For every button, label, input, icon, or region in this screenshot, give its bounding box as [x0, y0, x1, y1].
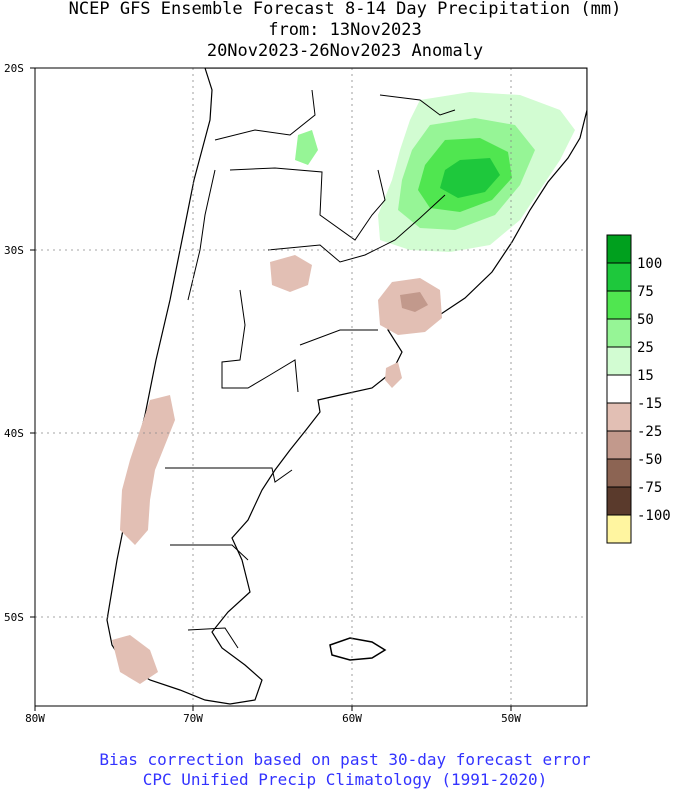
legend-label: -50 — [637, 452, 662, 468]
grid-lines — [35, 68, 587, 706]
dry-anomaly-chile-south — [120, 395, 175, 545]
lat-label-40s: 40S — [4, 427, 24, 440]
lon-label-80w: 80W — [25, 712, 45, 725]
map-title-line-1: NCEP GFS Ensemble Forecast 8-14 Day Prec… — [68, 0, 622, 19]
legend-label: 15 — [637, 368, 654, 384]
dry-anomaly-patagonia — [112, 635, 158, 684]
legend-label: -25 — [637, 424, 662, 440]
country-borders — [165, 89, 456, 649]
legend-swatch — [606, 318, 632, 348]
lon-label-60w: 60W — [342, 712, 362, 725]
legend-label: 50 — [637, 312, 654, 328]
legend-swatch — [606, 234, 632, 264]
legend-swatch — [606, 430, 632, 460]
lon-label-50w: 50W — [501, 712, 521, 725]
legend-label: -75 — [637, 480, 662, 496]
footer-bias-note: Bias correction based on past 30-day for… — [99, 750, 591, 769]
dry-anomaly-buenos-aires — [385, 362, 402, 388]
wet-anomaly-paraguay — [295, 130, 318, 165]
legend-swatch — [606, 402, 632, 432]
lon-label-70w: 70W — [183, 712, 203, 725]
legend-label: 100 — [637, 256, 662, 272]
legend-swatch — [606, 262, 632, 292]
dry-anomaly-uruguay-core — [400, 292, 428, 312]
map-plot-area — [35, 68, 587, 706]
tick-marks — [30, 67, 512, 711]
legend-label: 25 — [637, 340, 654, 356]
legend-swatch — [606, 514, 632, 544]
legend-swatch — [606, 458, 632, 488]
map-title-line-2: from: 13Nov2023 — [268, 20, 422, 40]
legend-swatch — [606, 486, 632, 516]
footer-climatology-note: CPC Unified Precip Climatology (1991-202… — [142, 770, 548, 789]
legend-label: 75 — [637, 284, 654, 300]
map-frame — [34, 67, 588, 707]
legend-label: -100 — [637, 508, 671, 524]
legend-swatch — [606, 374, 632, 404]
wet-anomaly-very-strong — [440, 158, 500, 198]
legend-swatch — [606, 290, 632, 320]
color-legend: 100 75 50 25 15 -15 -25 -50 -75 -100 — [606, 234, 671, 544]
legend-label: -15 — [637, 396, 662, 412]
lat-label-50s: 50S — [4, 611, 24, 624]
legend-swatch — [606, 346, 632, 376]
map-title-line-3: 20Nov2023-26Nov2023 Anomaly — [206, 41, 484, 61]
lat-label-20s: 20S — [4, 62, 24, 75]
lat-label-30s: 30S — [4, 244, 24, 257]
falkland-islands — [329, 637, 387, 661]
dry-anomaly-cordoba — [270, 255, 312, 292]
